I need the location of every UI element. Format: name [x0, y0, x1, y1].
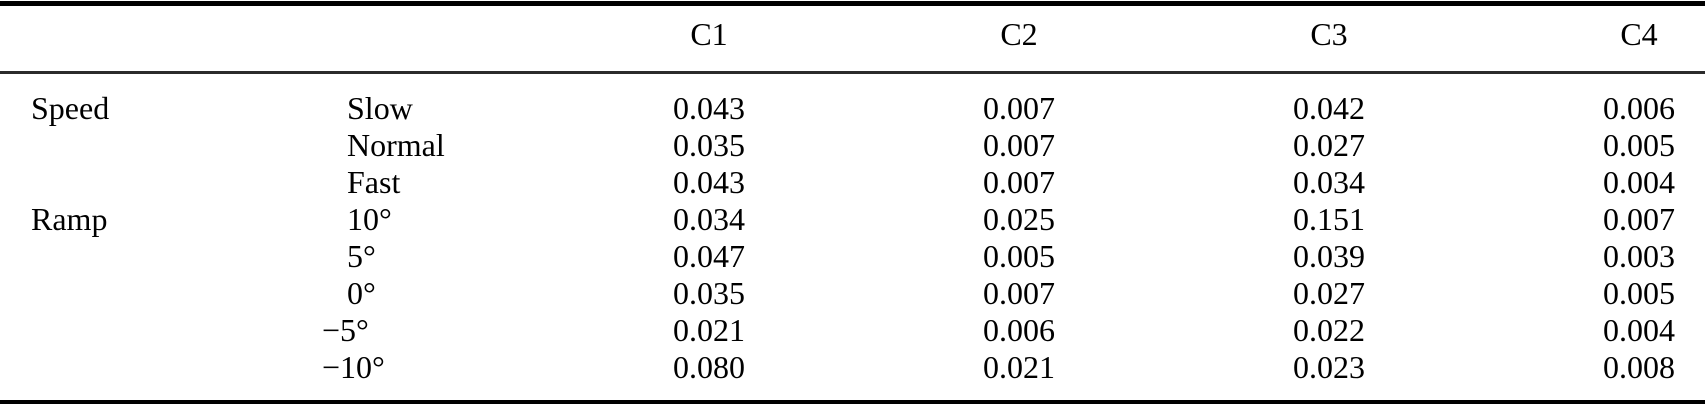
- value-cell: 0.007: [1603, 201, 1675, 237]
- value-cell: 0.005: [983, 238, 1055, 274]
- value-cell: 0.080: [673, 349, 745, 385]
- value-cell: 0.047: [673, 238, 745, 274]
- table-row-ramp-neg10: −10° 0.080 0.021 0.023 0.008: [0, 349, 1705, 386]
- value-cell: 0.022: [1293, 312, 1365, 348]
- condition-label: −10°: [322, 349, 385, 385]
- header-spacer-condition: [330, 2, 554, 67]
- column-header-c3: C3: [1310, 16, 1348, 52]
- condition-label: 10°: [347, 201, 392, 237]
- row-group-label: [0, 312, 330, 349]
- value-cell: 0.042: [1293, 90, 1365, 126]
- table-row-ramp-0: 0° 0.035 0.007 0.027 0.005: [0, 275, 1705, 312]
- row-group-label: [0, 349, 330, 386]
- value-cell: 0.004: [1603, 164, 1675, 200]
- value-cell: 0.007: [983, 90, 1055, 126]
- row-group-label: [0, 127, 330, 164]
- value-cell: 0.005: [1603, 275, 1675, 311]
- value-cell: 0.007: [983, 275, 1055, 311]
- value-cell: 0.023: [1293, 349, 1365, 385]
- value-cell: 0.021: [673, 312, 745, 348]
- value-cell: 0.035: [673, 127, 745, 163]
- condition-label: 0°: [347, 275, 376, 311]
- value-cell: 0.025: [983, 201, 1055, 237]
- row-group-label: Speed: [31, 90, 110, 126]
- row-group-label: [0, 238, 330, 275]
- row-group-label: [0, 164, 330, 201]
- condition-label: 5°: [347, 238, 376, 274]
- value-cell: 0.039: [1293, 238, 1365, 274]
- column-header-c2: C2: [1000, 16, 1038, 52]
- value-cell: 0.021: [983, 349, 1055, 385]
- value-cell: 0.008: [1603, 349, 1675, 385]
- value-cell: 0.007: [983, 164, 1055, 200]
- table-row-speed-fast: Fast 0.043 0.007 0.034 0.004: [0, 164, 1705, 201]
- row-group-label: Ramp: [31, 201, 108, 237]
- value-cell: 0.043: [673, 164, 745, 200]
- column-header-c4: C4: [1620, 16, 1658, 52]
- value-cell: 0.027: [1293, 127, 1365, 163]
- value-cell: 0.151: [1293, 201, 1365, 237]
- condition-label: Slow: [347, 90, 413, 126]
- table-row-speed-slow: Speed Slow 0.043 0.007 0.042 0.006: [0, 90, 1705, 127]
- table-row-ramp-5: 5° 0.047 0.005 0.039 0.003: [0, 238, 1705, 275]
- table-top-rule: [0, 1, 1705, 6]
- condition-label: Fast: [347, 164, 401, 200]
- table-bottom-rule: [0, 400, 1705, 404]
- value-cell: 0.005: [1603, 127, 1675, 163]
- value-cell: 0.035: [673, 275, 745, 311]
- value-cell: 0.007: [983, 127, 1055, 163]
- table-header-row: C1 C2 C3 C4: [0, 6, 1705, 71]
- value-cell: 0.034: [1293, 164, 1365, 200]
- value-cell: 0.006: [1603, 90, 1675, 126]
- value-cell: 0.043: [673, 90, 745, 126]
- condition-label: −5°: [322, 312, 369, 348]
- column-header-c1: C1: [690, 16, 728, 52]
- value-cell: 0.027: [1293, 275, 1365, 311]
- row-group-label: [0, 275, 330, 312]
- header-spacer-group: [0, 2, 330, 67]
- condition-label: Normal: [347, 127, 445, 163]
- table-row-ramp-10: Ramp 10° 0.034 0.025 0.151 0.007: [0, 201, 1705, 238]
- value-cell: 0.003: [1603, 238, 1675, 274]
- value-cell: 0.034: [673, 201, 745, 237]
- table-row-speed-normal: Normal 0.035 0.007 0.027 0.005: [0, 127, 1705, 164]
- value-cell: 0.004: [1603, 312, 1675, 348]
- table-body: Speed Slow 0.043 0.007 0.042 0.006 Norma…: [0, 74, 1705, 386]
- table-row-ramp-neg5: −5° 0.021 0.006 0.022 0.004: [0, 312, 1705, 349]
- value-cell: 0.006: [983, 312, 1055, 348]
- table-header-rule: [0, 71, 1705, 74]
